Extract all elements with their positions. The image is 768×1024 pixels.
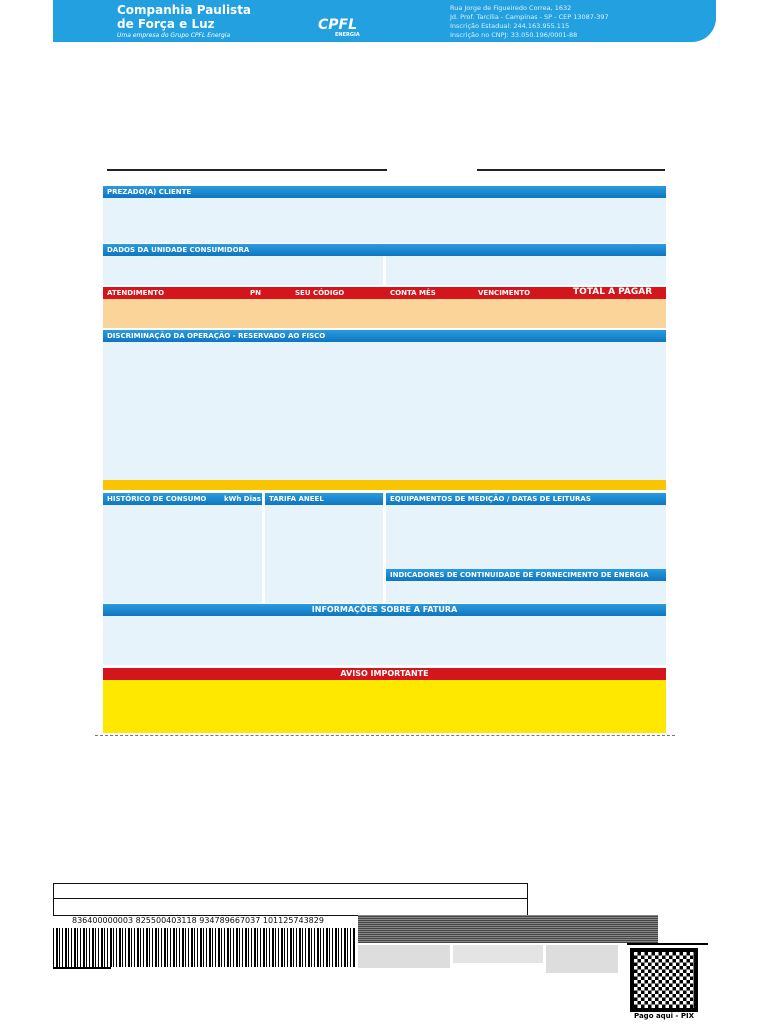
rule xyxy=(627,943,708,945)
rule xyxy=(107,169,387,171)
section-header: AVISO IMPORTANTE xyxy=(103,668,666,680)
section-header: INFORMAÇÕES SOBRE A FATURA xyxy=(103,604,666,616)
address-line: Inscrição no CNPJ: 33.050.196/0001-88 xyxy=(450,31,578,39)
col-label: TOTAL A PAGAR xyxy=(573,287,653,297)
qr-code xyxy=(630,948,698,1012)
company-line: Companhia Paulista xyxy=(117,3,252,17)
section-body xyxy=(103,616,666,665)
redacted xyxy=(358,945,450,968)
redacted xyxy=(546,945,618,973)
col-label: ATENDIMENTO xyxy=(107,289,165,297)
col-label: CONTA MÊS xyxy=(390,289,436,297)
section-header: PREZADO(A) CLIENTE xyxy=(103,186,666,198)
section-body xyxy=(103,505,262,603)
barcode-number: 836400000003 825500403118 934789667037 1… xyxy=(72,916,324,925)
section-body xyxy=(386,505,666,603)
barcode xyxy=(53,928,355,967)
section-header: DISCRIMINAÇÃO DA OPERAÇÃO - RESERVADO AO… xyxy=(103,330,666,342)
header-band xyxy=(53,0,716,42)
col-label: VENCIMENTO xyxy=(478,289,531,297)
rule xyxy=(477,169,665,171)
section-body xyxy=(103,198,666,243)
rule xyxy=(53,967,111,969)
cut-line xyxy=(95,735,675,736)
section-body xyxy=(265,505,383,603)
payment-header xyxy=(103,287,666,299)
pix-label: Pago aqui - PIX xyxy=(634,1012,694,1020)
address-line: Rua Jorge de Figueiredo Correa, 1632 xyxy=(450,4,572,12)
address-line: Inscrição Estadual: 244.163.955.115 xyxy=(450,22,570,30)
logo: CPFL xyxy=(318,17,358,33)
section-header: DADOS DA UNIDADE CONSUMIDORA xyxy=(103,244,666,256)
section-body xyxy=(103,342,666,480)
logo-sub: ENERGIA xyxy=(335,32,360,38)
address-line: Jd. Prof. Tarcília - Campinas - SP - CEP… xyxy=(450,13,609,21)
section-header: INDICADORES DE CONTINUIDADE DE FORNECIME… xyxy=(386,569,666,581)
col-label: PN xyxy=(250,289,261,297)
company-line: de Força e Luz xyxy=(117,17,215,31)
units: kWh Dias xyxy=(224,495,261,503)
section-body xyxy=(386,256,666,285)
payment-body xyxy=(103,299,666,328)
section-header: HISTÓRICO DE CONSUMO xyxy=(103,493,262,505)
section-header: TARIFA ANEEL xyxy=(265,493,383,505)
redacted xyxy=(358,915,658,943)
redacted xyxy=(453,945,543,963)
col-label: SEU CÓDIGO xyxy=(295,289,345,297)
address: Rua Jorge de Figueiredo Correa, 1632 Jd.… xyxy=(450,4,609,40)
company: Companhia Paulista de Força e Luz Uma em… xyxy=(117,3,251,40)
notice-body xyxy=(103,680,666,733)
strip xyxy=(103,480,666,490)
section-header: EQUIPAMENTOS DE MEDIÇÃO / DATAS DE LEITU… xyxy=(386,493,666,505)
rule xyxy=(53,898,528,899)
section-body xyxy=(103,256,383,285)
tagline: Uma empresa do Grupo CPFL Energia xyxy=(117,32,231,39)
slip-box xyxy=(53,883,528,916)
